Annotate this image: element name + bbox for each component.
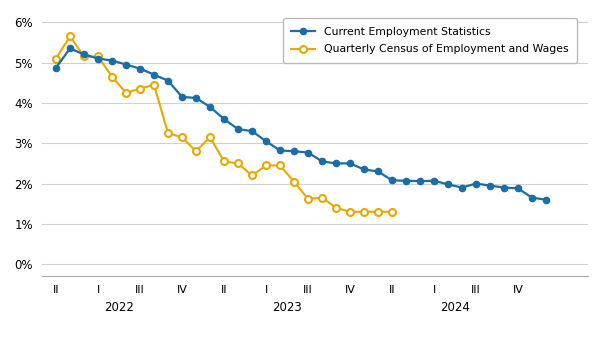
Quarterly Census of Employment and Wages xyxy=(346,210,353,214)
Quarterly Census of Employment and Wages xyxy=(109,74,116,79)
Quarterly Census of Employment and Wages xyxy=(388,210,395,214)
Quarterly Census of Employment and Wages xyxy=(262,163,269,167)
Line: Quarterly Census of Employment and Wages: Quarterly Census of Employment and Wages xyxy=(53,33,395,215)
Quarterly Census of Employment and Wages xyxy=(193,149,200,153)
Current Employment Statistics xyxy=(416,179,424,183)
Current Employment Statistics xyxy=(500,186,508,190)
Current Employment Statistics xyxy=(136,67,143,71)
Line: Current Employment Statistics: Current Employment Statistics xyxy=(53,45,549,203)
Text: 2024: 2024 xyxy=(440,301,470,313)
Text: 2022: 2022 xyxy=(104,301,134,313)
Quarterly Census of Employment and Wages xyxy=(178,135,185,139)
Current Employment Statistics xyxy=(262,139,269,143)
Current Employment Statistics xyxy=(193,96,200,100)
Quarterly Census of Employment and Wages xyxy=(304,197,311,201)
Current Employment Statistics xyxy=(178,95,185,99)
Current Employment Statistics xyxy=(529,196,536,200)
Quarterly Census of Employment and Wages xyxy=(206,135,214,139)
Current Employment Statistics xyxy=(80,53,88,57)
Quarterly Census of Employment and Wages xyxy=(52,57,59,61)
Current Employment Statistics xyxy=(151,73,158,77)
Current Employment Statistics xyxy=(458,186,466,190)
Current Employment Statistics xyxy=(472,182,479,186)
Current Employment Statistics xyxy=(67,47,74,51)
Current Employment Statistics xyxy=(52,66,59,70)
Current Employment Statistics xyxy=(290,149,298,153)
Current Employment Statistics xyxy=(332,161,340,165)
Current Employment Statistics xyxy=(220,117,227,121)
Quarterly Census of Employment and Wages xyxy=(94,55,101,59)
Current Employment Statistics xyxy=(542,198,550,202)
Quarterly Census of Employment and Wages xyxy=(67,34,74,38)
Current Employment Statistics xyxy=(304,151,311,155)
Current Employment Statistics xyxy=(235,127,242,131)
Current Employment Statistics xyxy=(164,79,172,83)
Quarterly Census of Employment and Wages xyxy=(235,161,242,165)
Current Employment Statistics xyxy=(94,57,101,61)
Quarterly Census of Employment and Wages xyxy=(361,210,368,214)
Quarterly Census of Employment and Wages xyxy=(151,83,158,87)
Legend: Current Employment Statistics, Quarterly Census of Employment and Wages: Current Employment Statistics, Quarterly… xyxy=(283,18,577,63)
Current Employment Statistics xyxy=(248,129,256,133)
Current Employment Statistics xyxy=(319,159,326,163)
Quarterly Census of Employment and Wages xyxy=(290,180,298,184)
Quarterly Census of Employment and Wages xyxy=(277,163,284,167)
Quarterly Census of Employment and Wages xyxy=(220,159,227,163)
Current Employment Statistics xyxy=(430,179,437,183)
Quarterly Census of Employment and Wages xyxy=(319,196,326,200)
Current Employment Statistics xyxy=(445,182,452,186)
Current Employment Statistics xyxy=(388,178,395,182)
Current Employment Statistics xyxy=(514,186,521,190)
Current Employment Statistics xyxy=(346,161,353,165)
Quarterly Census of Employment and Wages xyxy=(332,206,340,210)
Quarterly Census of Employment and Wages xyxy=(80,55,88,59)
Current Employment Statistics xyxy=(403,179,410,183)
Quarterly Census of Employment and Wages xyxy=(164,131,172,135)
Text: 2023: 2023 xyxy=(272,301,302,313)
Current Employment Statistics xyxy=(487,184,494,188)
Quarterly Census of Employment and Wages xyxy=(122,91,130,95)
Quarterly Census of Employment and Wages xyxy=(374,210,382,214)
Current Employment Statistics xyxy=(122,63,130,67)
Current Employment Statistics xyxy=(374,170,382,174)
Quarterly Census of Employment and Wages xyxy=(248,174,256,178)
Current Employment Statistics xyxy=(361,167,368,172)
Current Employment Statistics xyxy=(206,105,214,109)
Current Employment Statistics xyxy=(277,149,284,153)
Quarterly Census of Employment and Wages xyxy=(136,87,143,91)
Current Employment Statistics xyxy=(109,59,116,63)
